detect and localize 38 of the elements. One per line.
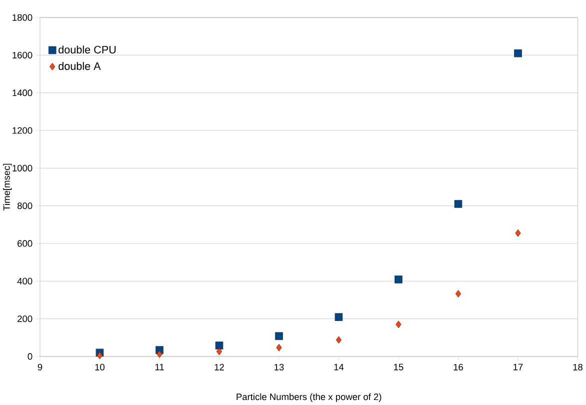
point bbox=[334, 313, 343, 321]
x-tick-label: 10 bbox=[95, 364, 105, 370]
y-axis-title: Time[msec] bbox=[3, 164, 12, 211]
x-tick-label: 13 bbox=[274, 364, 284, 370]
x-tick-label: 16 bbox=[454, 364, 463, 370]
y-tick-label: 1400 bbox=[12, 90, 32, 96]
x-tick-label: 15 bbox=[394, 364, 404, 370]
point bbox=[215, 342, 224, 350]
point bbox=[454, 200, 462, 208]
y-tick-label: 1200 bbox=[12, 127, 32, 134]
x-tick-label: 17 bbox=[514, 364, 523, 370]
point bbox=[156, 350, 162, 358]
x-tick-label: 12 bbox=[214, 364, 224, 370]
x-tick-label: 11 bbox=[155, 364, 164, 370]
legend-label: double A bbox=[58, 62, 101, 70]
x-tick-label: 14 bbox=[334, 364, 344, 370]
point bbox=[515, 229, 521, 237]
point bbox=[275, 332, 283, 340]
y-tick-label: 1600 bbox=[12, 52, 32, 58]
point bbox=[394, 276, 402, 284]
y-tick-label: 200 bbox=[18, 315, 32, 322]
y-tick-label: 800 bbox=[18, 202, 32, 210]
point bbox=[396, 320, 402, 328]
x-tick-label: 18 bbox=[573, 364, 582, 370]
x-tick-label: 9 bbox=[38, 364, 42, 370]
legend-label: double CPU bbox=[58, 46, 116, 54]
y-tick-label: 1000 bbox=[12, 164, 32, 172]
point bbox=[216, 348, 222, 356]
point bbox=[336, 336, 342, 344]
y-tick-label: 1800 bbox=[12, 14, 32, 21]
y-tick-label: 0 bbox=[28, 353, 32, 360]
point bbox=[96, 352, 103, 360]
point bbox=[276, 344, 282, 352]
y-tick-label: 400 bbox=[17, 278, 32, 284]
x-axis-title: Particle Numbers (the x power of 2) bbox=[236, 393, 382, 402]
point bbox=[514, 49, 522, 58]
y-tick-label: 600 bbox=[18, 240, 32, 247]
point bbox=[455, 290, 462, 298]
